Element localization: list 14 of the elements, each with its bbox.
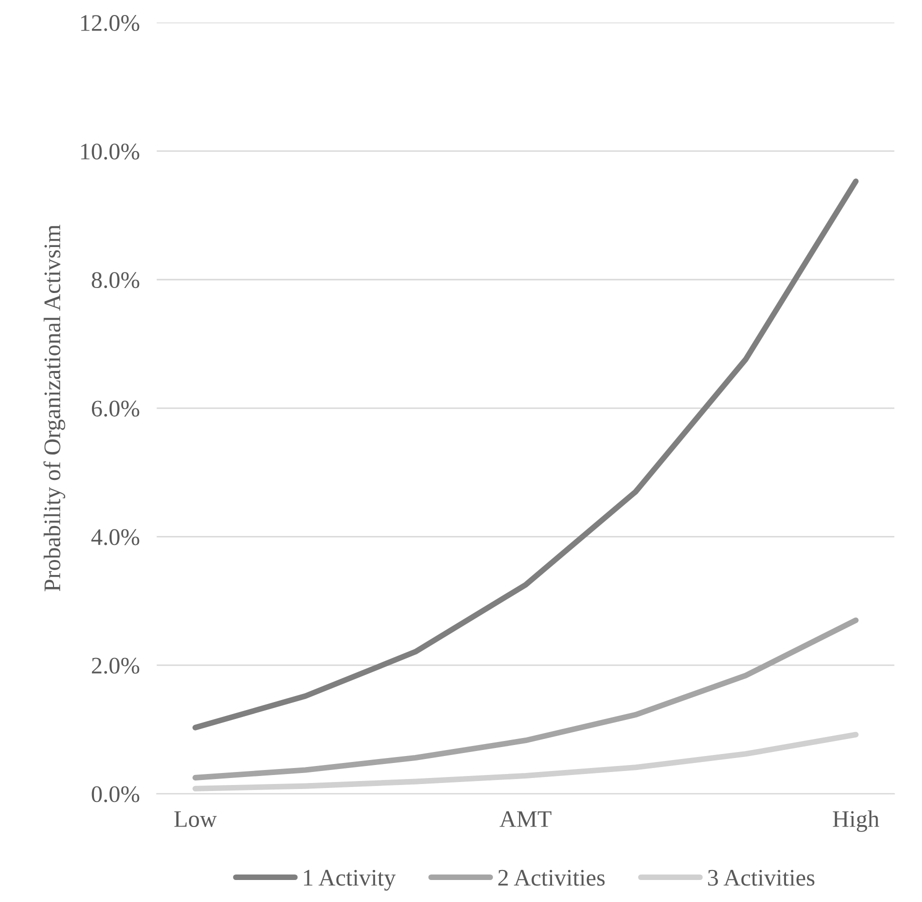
legend-label: 2 Activities xyxy=(498,870,605,886)
x-tick-label: AMT xyxy=(500,811,552,827)
y-tick-label: 0.0% xyxy=(92,786,140,802)
legend-label: 3 Activities xyxy=(708,870,814,886)
legend-label: 1 Activity xyxy=(304,870,396,891)
y-axis-title: Probability of Organizational Activsim xyxy=(43,224,66,592)
y-tick-label: 10.0% xyxy=(81,144,140,160)
y-tick-label: 8.0% xyxy=(92,272,140,288)
y-tick-label: 4.0% xyxy=(91,529,140,546)
y-tick-label: 12.0% xyxy=(81,15,140,32)
y-tick-label: 6.0% xyxy=(92,400,140,417)
x-tick-label: Low xyxy=(174,811,217,828)
x-tick-label: High xyxy=(832,810,880,832)
y-tick-label: 2.0% xyxy=(92,658,140,674)
